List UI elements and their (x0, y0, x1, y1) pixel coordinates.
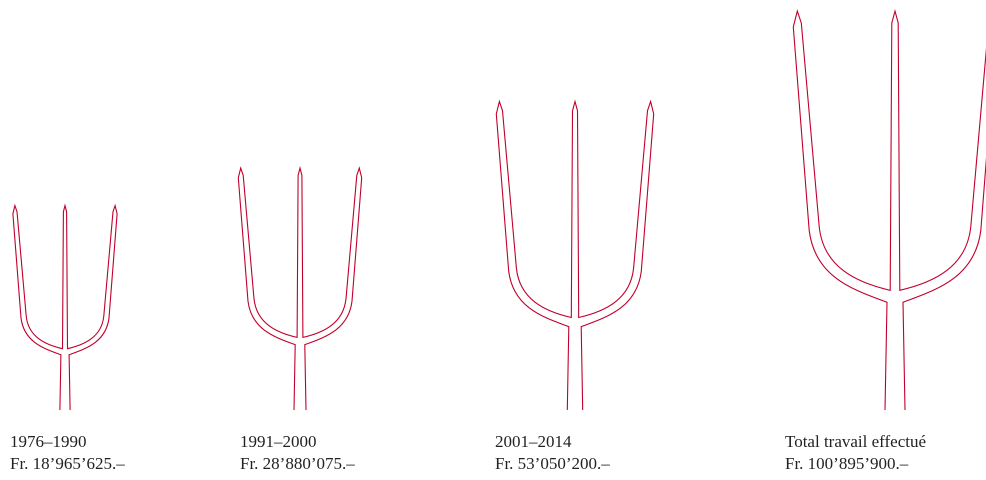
trident (496, 102, 653, 411)
value-label: Fr. 18’965’625.– (10, 454, 125, 473)
trident (238, 168, 361, 410)
category-label: 2001–2014 (495, 432, 572, 451)
category-label: 1991–2000 (240, 432, 317, 451)
trident (793, 11, 986, 410)
category-label: Total travail effectué (785, 432, 926, 451)
trident (13, 206, 117, 410)
page: 1976–1990 Fr. 18’965’625.– 1991–2000 Fr. 28… (0, 0, 986, 480)
value-label: Fr. 28’880’075.– (240, 454, 355, 473)
chart: 1976–1990 Fr. 18’965’625.– 1991–2000 Fr. 28… (0, 0, 986, 480)
category-label: 1976–1990 (10, 432, 87, 451)
value-label: Fr. 100’895’900.– (785, 454, 909, 473)
value-label: Fr. 53’050’200.– (495, 454, 610, 473)
